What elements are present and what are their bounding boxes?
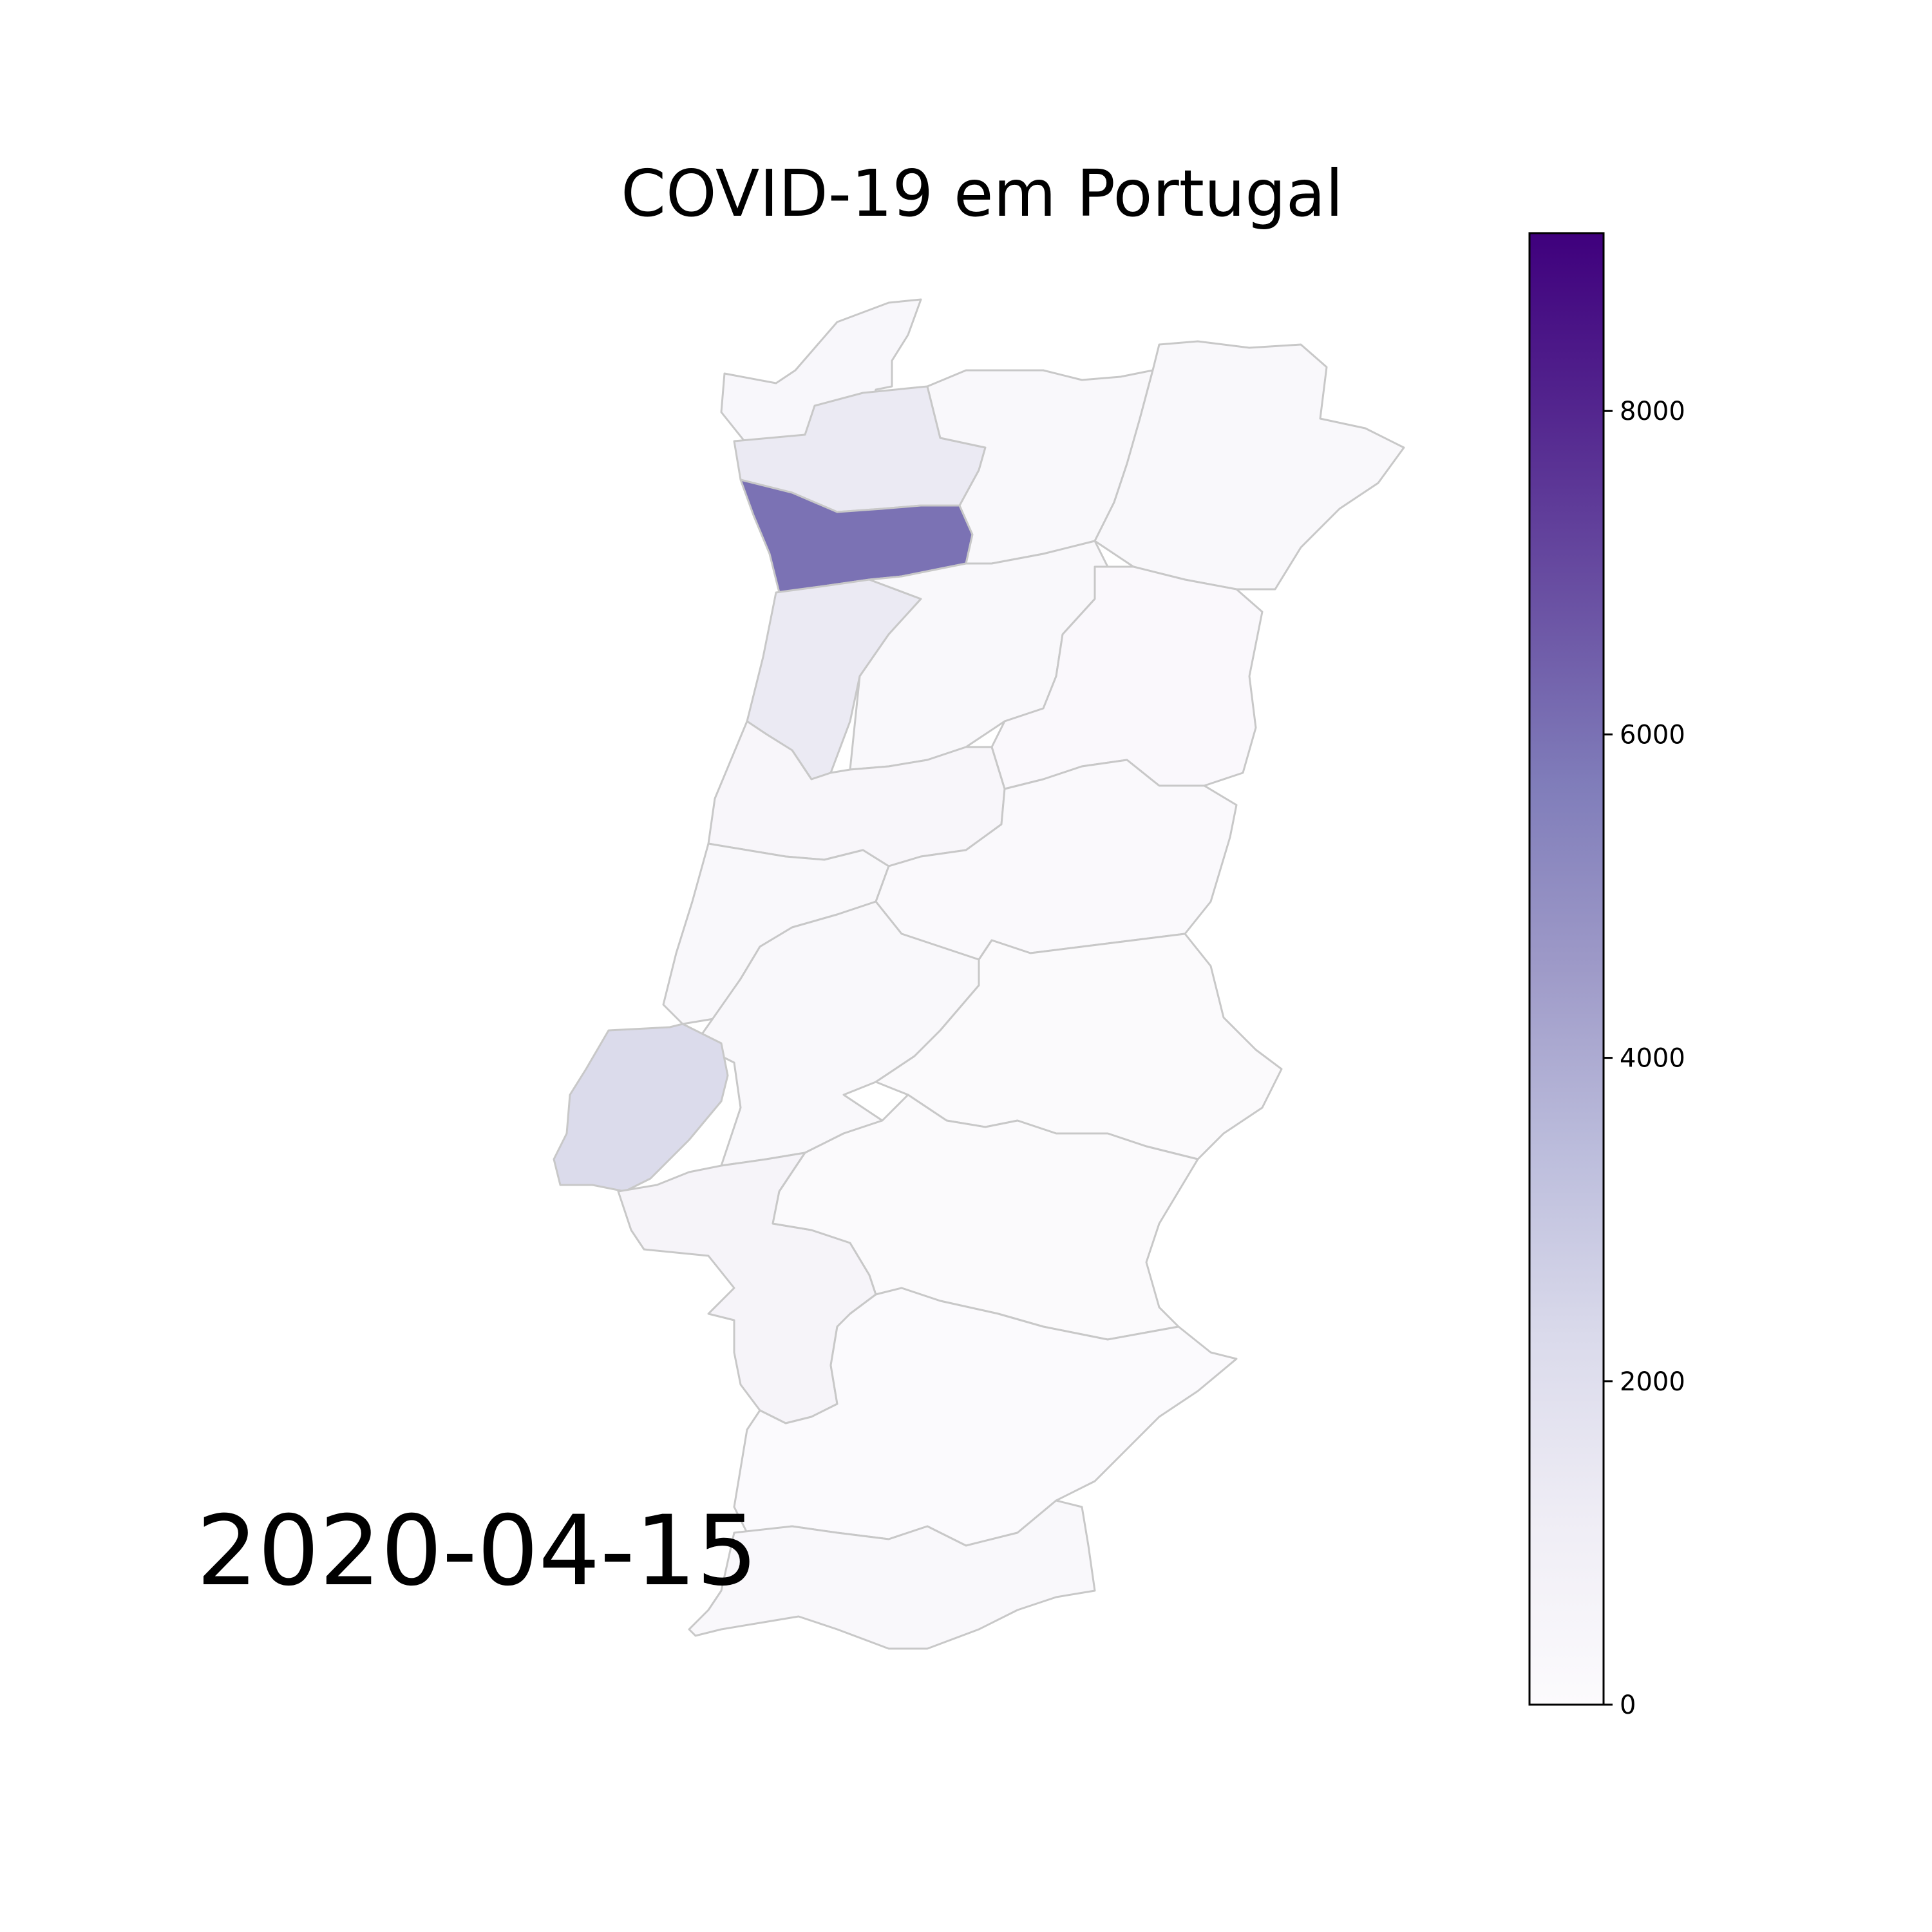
colorbar-tick-label: 2000	[1620, 1367, 1685, 1397]
colorbar-rect	[1528, 232, 1605, 1706]
colorbar-tick-label: 4000	[1620, 1044, 1685, 1074]
chart-title: COVID-19 em Portugal	[621, 156, 1343, 231]
colorbar-tick-label: 8000	[1620, 397, 1685, 426]
colorbar: 0 2000 4000 6000 8000	[1528, 232, 1685, 1720]
date-label: 2020-04-15	[196, 1495, 758, 1607]
region-faro	[688, 1499, 1096, 1650]
map	[553, 298, 1405, 1650]
colorbar-tick-label: 0	[1620, 1690, 1636, 1720]
region-viana-do-castelo	[720, 298, 922, 452]
colorbar-tick-label: 6000	[1620, 720, 1685, 750]
region-lisboa	[553, 1023, 729, 1193]
region-braganca	[1094, 340, 1405, 591]
